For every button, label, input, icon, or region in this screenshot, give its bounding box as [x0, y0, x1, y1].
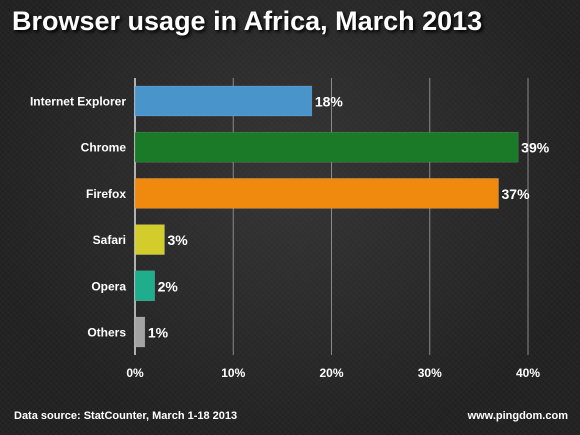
data-label: 2% [158, 278, 179, 294]
x-tick-label: 0% [126, 366, 144, 380]
x-tick-label: 20% [319, 366, 343, 380]
category-label: Chrome [81, 141, 127, 155]
category-label: Firefox [86, 187, 126, 201]
data-label: 18% [315, 94, 344, 110]
bar [134, 224, 165, 255]
data-label: 1% [148, 325, 169, 341]
data-source-note: Data source: StatCounter, March 1-18 201… [14, 410, 238, 422]
bar [134, 270, 155, 302]
category-label: Others [87, 326, 126, 340]
x-tick-label: 40% [516, 366, 540, 380]
bar [134, 178, 499, 209]
category-label: Internet Explorer [30, 95, 126, 109]
bar [134, 85, 313, 117]
data-label: 37% [502, 186, 531, 202]
x-tick-label: 30% [418, 366, 442, 380]
bar [134, 131, 519, 163]
category-label: Opera [91, 279, 126, 293]
site-credit: www.pingdom.com [467, 410, 568, 422]
bar [134, 316, 146, 348]
data-label: 3% [167, 232, 188, 248]
category-label: Safari [93, 233, 126, 247]
chart-title: Browser usage in Africa, March 2013 [12, 6, 483, 36]
x-tick-label: 10% [221, 366, 245, 380]
data-label: 39% [521, 140, 550, 156]
